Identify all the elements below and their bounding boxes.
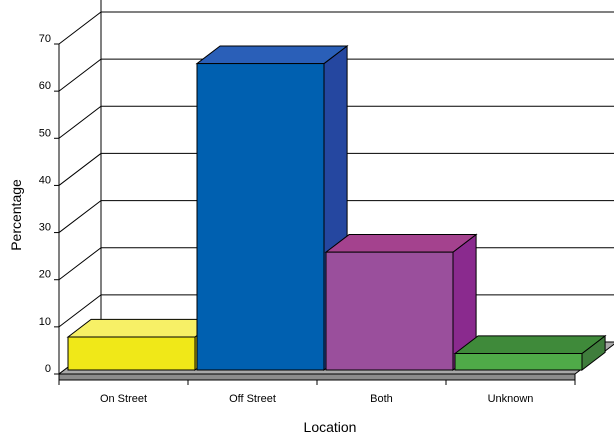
y-tick-label: 50 [39, 127, 51, 139]
bar-top [324, 234, 478, 253]
bar-top [195, 45, 349, 65]
gridline [58, 58, 614, 92]
y-tick-label: 10 [39, 316, 51, 328]
x-tick-label: Off Street [229, 393, 276, 405]
y-tick-label: 20 [39, 269, 51, 281]
x-axis-title: Location [304, 419, 357, 435]
gridline [58, 105, 614, 139]
bar-front [454, 353, 583, 371]
x-tick-label: Both [370, 393, 393, 405]
bar [453, 334, 607, 372]
y-tick-label: 60 [39, 80, 51, 92]
tick-labels: 0 10 20 30 40 50 60 70 On Street Off Street Both Un… [39, 33, 534, 405]
bar-front [67, 336, 196, 371]
bar-top [453, 335, 607, 354]
y-tick-label: 30 [39, 222, 51, 234]
y-tick-label: 40 [39, 174, 51, 186]
gridline [58, 200, 614, 233]
bar-front [196, 63, 325, 371]
gridline [58, 11, 614, 45]
floor-front [58, 373, 576, 381]
bar [324, 233, 478, 372]
bar [66, 318, 220, 372]
bars [66, 44, 607, 372]
y-axis-title: Percentage [8, 179, 24, 251]
x-tick-label: Unknown [488, 393, 534, 405]
bar [195, 44, 349, 372]
bar-front [325, 251, 454, 371]
y-tick-label: 70 [39, 33, 51, 45]
axes [54, 43, 576, 385]
x-tick-label: On Street [100, 393, 147, 405]
gridline [58, 152, 614, 186]
y-tick-label: 0 [45, 363, 51, 375]
bar-top [66, 318, 220, 338]
